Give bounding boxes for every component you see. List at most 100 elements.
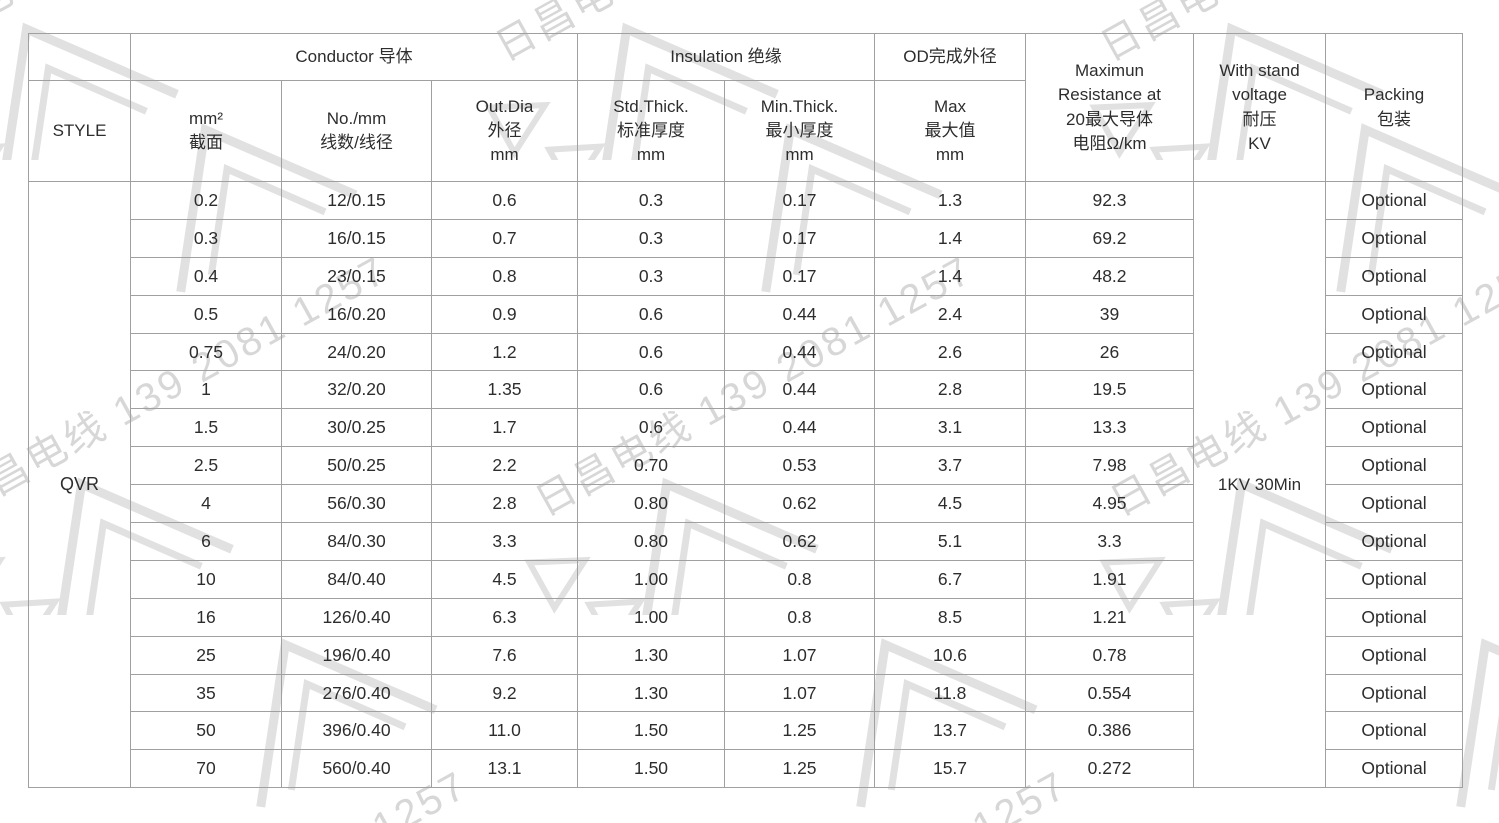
table-body: QVR 0.2 12/0.15 0.6 0.3 0.17 1.3 92.3 1KV 30Min O… [28,180,1463,789]
cell-mm2: 0.3 [130,218,282,258]
header-insulation-group: Insulation 绝缘 [577,33,875,81]
cell-std-thick: 0.6 [577,294,725,334]
cell-packing: Optional [1325,673,1463,713]
cell-min-thick: 0.62 [724,522,875,561]
cell-std-thick: 0.6 [577,332,725,372]
cell-resistance: 39 [1025,294,1194,334]
cell-od-max: 15.7 [874,749,1026,789]
cell-resistance: 1.91 [1025,559,1194,599]
cell-packing: Optional [1325,370,1463,410]
cell-out-dia: 13.1 [431,749,578,789]
cell-min-thick: 0.44 [724,408,875,448]
cell-min-thick: 1.07 [724,673,875,713]
header-packing: Packing 包装 [1325,33,1463,182]
cell-min-thick: 0.17 [724,256,875,296]
cell-min-thick: 1.07 [724,635,875,675]
cell-out-dia: 11.0 [431,711,578,751]
cell-no-mm: 23/0.15 [281,256,432,296]
cell-out-dia: 3.3 [431,522,578,561]
cell-od-max: 3.1 [874,408,1026,448]
cell-std-thick: 1.00 [577,597,725,637]
cell-out-dia: 4.5 [431,559,578,599]
cell-std-thick: 0.3 [577,218,725,258]
cell-out-dia: 2.8 [431,484,578,524]
header-withstand-voltage: With stand voltage 耐压 KV [1193,33,1326,182]
cell-std-thick: 0.70 [577,446,725,486]
cell-min-thick: 0.53 [724,446,875,486]
cell-resistance: 0.272 [1025,749,1194,789]
cell-packing: Optional [1325,559,1463,599]
header-out-dia: Out.Dia 外径 mm [431,80,578,182]
cell-no-mm: 126/0.40 [281,597,432,637]
cell-packing: Optional [1325,218,1463,258]
cell-resistance: 13.3 [1025,408,1194,448]
cell-resistance: 19.5 [1025,370,1194,410]
header-od-group: OD完成外径 [874,33,1026,81]
cell-std-thick: 0.80 [577,522,725,561]
cell-mm2: 0.4 [130,256,282,296]
cell-no-mm: 560/0.40 [281,749,432,789]
cell-std-thick: 0.80 [577,484,725,524]
cell-packing: Optional [1325,408,1463,448]
cell-min-thick: 0.17 [724,181,875,220]
header-od-max: Max 最大值 mm [874,80,1026,182]
header-resistance: Maximun Resistance at 20最大导体 电阻Ω/km [1025,33,1194,182]
cell-min-thick: 1.25 [724,711,875,751]
header-no-mm: No./mm 线数/线径 [281,80,432,182]
cell-mm2: 35 [130,673,282,713]
cell-no-mm: 50/0.25 [281,446,432,486]
cell-mm2: 1 [130,370,282,410]
cell-std-thick: 1.00 [577,559,725,599]
cell-min-thick: 0.62 [724,484,875,524]
cell-packing: Optional [1325,597,1463,637]
cell-mm2: 0.5 [130,294,282,334]
cell-out-dia: 1.7 [431,408,578,448]
cell-no-mm: 16/0.15 [281,218,432,258]
table-header: Conductor 导体 Insulation 绝缘 OD完成外径 Maximu… [28,33,1463,182]
cell-min-thick: 0.17 [724,218,875,258]
cell-packing: Optional [1325,749,1463,789]
cell-mm2: 2.5 [130,446,282,486]
cell-std-thick: 1.50 [577,711,725,751]
cell-od-max: 11.8 [874,673,1026,713]
cell-resistance: 0.78 [1025,635,1194,675]
cell-no-mm: 196/0.40 [281,635,432,675]
cell-no-mm: 84/0.30 [281,522,432,561]
cell-resistance: 7.98 [1025,446,1194,486]
cell-resistance: 26 [1025,332,1194,372]
cell-packing: Optional [1325,635,1463,675]
cell-std-thick: 1.30 [577,673,725,713]
cell-resistance: 48.2 [1025,256,1194,296]
cell-mm2: 0.75 [130,332,282,372]
cell-resistance: 3.3 [1025,522,1194,561]
cell-std-thick: 0.6 [577,408,725,448]
cell-no-mm: 276/0.40 [281,673,432,713]
header-style: STYLE [28,80,131,182]
cell-resistance: 0.386 [1025,711,1194,751]
header-conductor-group: Conductor 导体 [130,33,578,81]
header-std-thick: Std.Thick. 标准厚度 mm [577,80,725,182]
cell-out-dia: 0.6 [431,181,578,220]
cell-out-dia: 7.6 [431,635,578,675]
cell-packing: Optional [1325,332,1463,372]
cell-no-mm: 24/0.20 [281,332,432,372]
cell-resistance: 92.3 [1025,181,1194,220]
cell-min-thick: 0.44 [724,332,875,372]
cell-mm2: 4 [130,484,282,524]
cell-min-thick: 0.8 [724,559,875,599]
wire-spec-table: Conductor 导体 Insulation 绝缘 OD完成外径 Maximu… [28,33,1463,789]
cell-mm2: 50 [130,711,282,751]
cell-packing: Optional [1325,256,1463,296]
cell-std-thick: 0.3 [577,181,725,220]
cell-packing: Optional [1325,446,1463,486]
cell-mm2: 10 [130,559,282,599]
table-row: 1.5 30/0.25 1.7 0.6 0.44 3.1 13.3 Optional [29,408,1463,448]
cell-od-max: 3.7 [874,446,1026,486]
cell-out-dia: 0.7 [431,218,578,258]
cell-std-thick: 1.50 [577,749,725,789]
cell-od-max: 5.1 [874,522,1026,561]
cell-od-max: 6.7 [874,559,1026,599]
cell-no-mm: 84/0.40 [281,559,432,599]
cell-od-max: 2.6 [874,332,1026,372]
cell-std-thick: 0.3 [577,256,725,296]
